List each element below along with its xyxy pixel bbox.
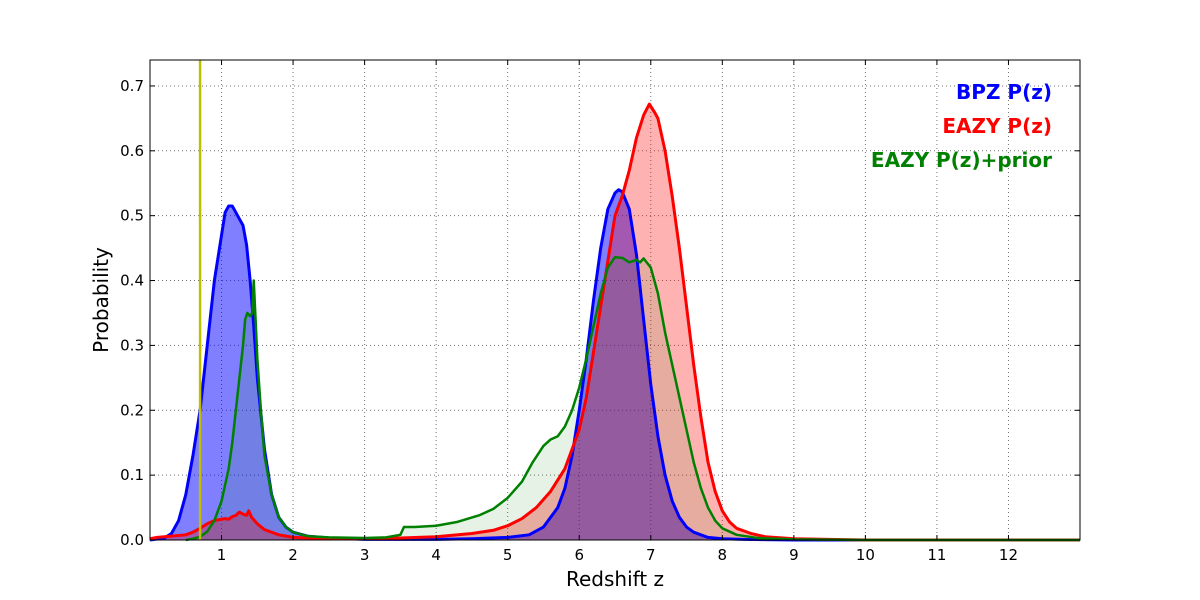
legend-entry-bpz: BPZ P(z): [956, 80, 1052, 104]
x-tick-label: 2: [288, 546, 298, 564]
x-tick-label: 7: [646, 546, 656, 564]
area-bpz: [150, 189, 1080, 541]
x-tick-label: 4: [431, 546, 441, 564]
x-axis-label: Redshift z: [566, 567, 664, 591]
y-tick-label: 0.3: [120, 336, 144, 354]
area-eazy: [150, 104, 1080, 541]
legend-entry-eazy-prior: EAZY P(z)+prior: [871, 148, 1052, 172]
line-eazy-prior: [185, 255, 1080, 542]
x-tick-label: 9: [789, 546, 799, 564]
area-eazy-prior: [185, 257, 1080, 540]
y-tick-label: 0.4: [120, 272, 144, 290]
y-tick-label: 0.6: [120, 142, 144, 160]
line-bpz: [149, 188, 1080, 542]
x-tick-label: 6: [574, 546, 584, 564]
y-tick-label: 0.0: [120, 531, 144, 549]
x-tick-label: 10: [856, 546, 875, 564]
line-eazy: [149, 102, 1080, 542]
x-tick-label: 5: [503, 546, 513, 564]
legend-entry-eazy: EAZY P(z): [942, 114, 1052, 138]
y-tick-label: 0.2: [120, 401, 144, 419]
series-layer: [149, 102, 1080, 542]
x-tick-label: 11: [927, 546, 946, 564]
ticks: 1 2 3 4 5 6 7 8 9 10 11 120.00.10.20.30.40.50.60.7: [120, 60, 1080, 564]
x-tick-label: 12: [999, 546, 1018, 564]
x-tick-label: 3: [360, 546, 370, 564]
y-tick-label: 0.5: [120, 207, 144, 225]
legend: BPZ P(z) EAZY P(z) EAZY P(z)+prior: [871, 80, 1052, 172]
y-axis-label: Probability: [89, 247, 113, 353]
plot-frame: [149, 59, 1081, 541]
y-tick-label: 0.1: [120, 466, 144, 484]
x-tick-label: 1: [217, 546, 227, 564]
y-tick-label: 0.7: [120, 77, 144, 95]
x-tick-label: 8: [718, 546, 728, 564]
